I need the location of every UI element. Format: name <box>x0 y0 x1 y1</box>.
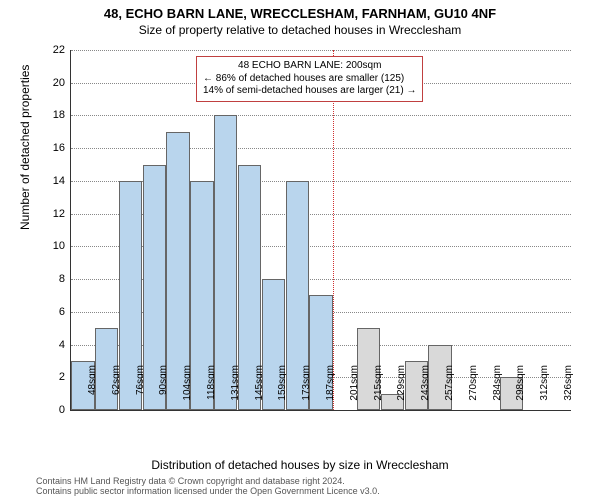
plot: 024681012141618202248sqm62sqm76sqm90sqm1… <box>70 50 571 411</box>
y-tick-label: 2 <box>35 371 65 383</box>
y-tick-label: 18 <box>35 109 65 121</box>
footer-line-1: Contains HM Land Registry data © Crown c… <box>36 476 380 486</box>
x-tick-label: 187sqm <box>325 365 336 415</box>
y-tick-label: 8 <box>35 273 65 285</box>
gridline <box>71 115 571 116</box>
gridline <box>71 148 571 149</box>
y-tick-label: 14 <box>35 175 65 187</box>
annotation-box: 48 ECHO BARN LANE: 200sqm← 86% of detach… <box>196 56 423 102</box>
x-tick-label: 312sqm <box>539 365 550 415</box>
gridline <box>71 50 571 51</box>
x-tick-label: 257sqm <box>444 365 455 415</box>
annotation-line-2: ← 86% of detached houses are smaller (12… <box>203 73 416 86</box>
annotation-line-3: 14% of semi-detached houses are larger (… <box>203 85 416 98</box>
y-tick-label: 6 <box>35 306 65 318</box>
x-tick-label: 298sqm <box>515 365 526 415</box>
y-tick-label: 22 <box>35 44 65 56</box>
footer-attribution: Contains HM Land Registry data © Crown c… <box>36 476 380 497</box>
y-tick-label: 10 <box>35 240 65 252</box>
annotation-line-1: 48 ECHO BARN LANE: 200sqm <box>203 60 416 73</box>
x-tick-label: 326sqm <box>563 365 574 415</box>
y-axis-label: Number of detached properties <box>18 65 32 230</box>
y-tick-label: 20 <box>35 77 65 89</box>
y-tick-label: 0 <box>35 404 65 416</box>
marker-line <box>333 50 334 410</box>
x-tick-label: 270sqm <box>468 365 479 415</box>
footer-line-2: Contains public sector information licen… <box>36 486 380 496</box>
x-axis-label: Distribution of detached houses by size … <box>0 458 600 472</box>
chart-subtitle: Size of property relative to detached ho… <box>0 21 600 37</box>
y-tick-label: 12 <box>35 208 65 220</box>
plot-area: 024681012141618202248sqm62sqm76sqm90sqm1… <box>70 50 570 410</box>
chart-title: 48, ECHO BARN LANE, WRECCLESHAM, FARNHAM… <box>0 0 600 21</box>
y-tick-label: 16 <box>35 142 65 154</box>
y-tick-label: 4 <box>35 339 65 351</box>
chart-container: 48, ECHO BARN LANE, WRECCLESHAM, FARNHAM… <box>0 0 600 500</box>
